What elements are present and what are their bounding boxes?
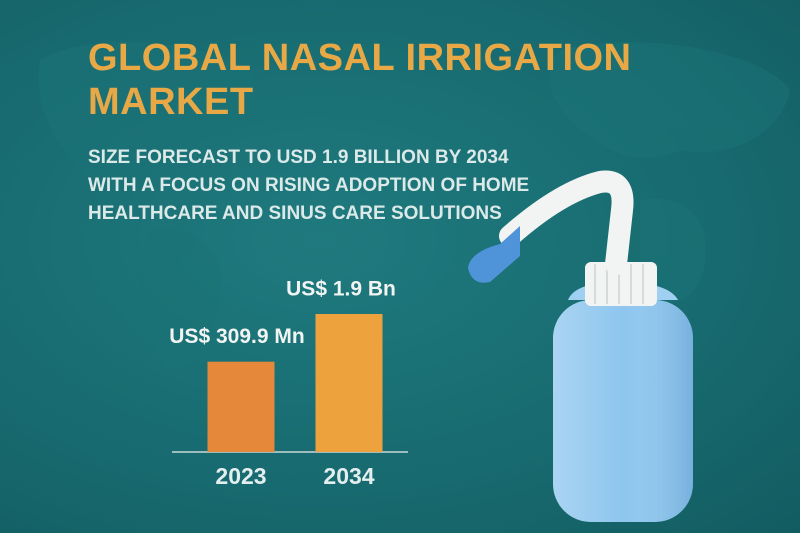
x-tick-label: 2023 xyxy=(215,463,266,489)
x-tick-label: 2034 xyxy=(323,463,374,489)
value-label: US$ 1.9 Bn xyxy=(286,278,396,301)
title: GLOBAL NASAL IRRIGATION MARKET xyxy=(88,37,632,123)
world-map xyxy=(38,41,790,371)
value-label: US$ 309.9 Mn xyxy=(169,325,304,348)
nasal-bottle xyxy=(468,170,693,522)
bar xyxy=(315,314,383,452)
subtitle: SIZE FORECAST TO USD 1.9 BILLION BY 2034… xyxy=(88,147,530,224)
bar xyxy=(207,361,275,452)
